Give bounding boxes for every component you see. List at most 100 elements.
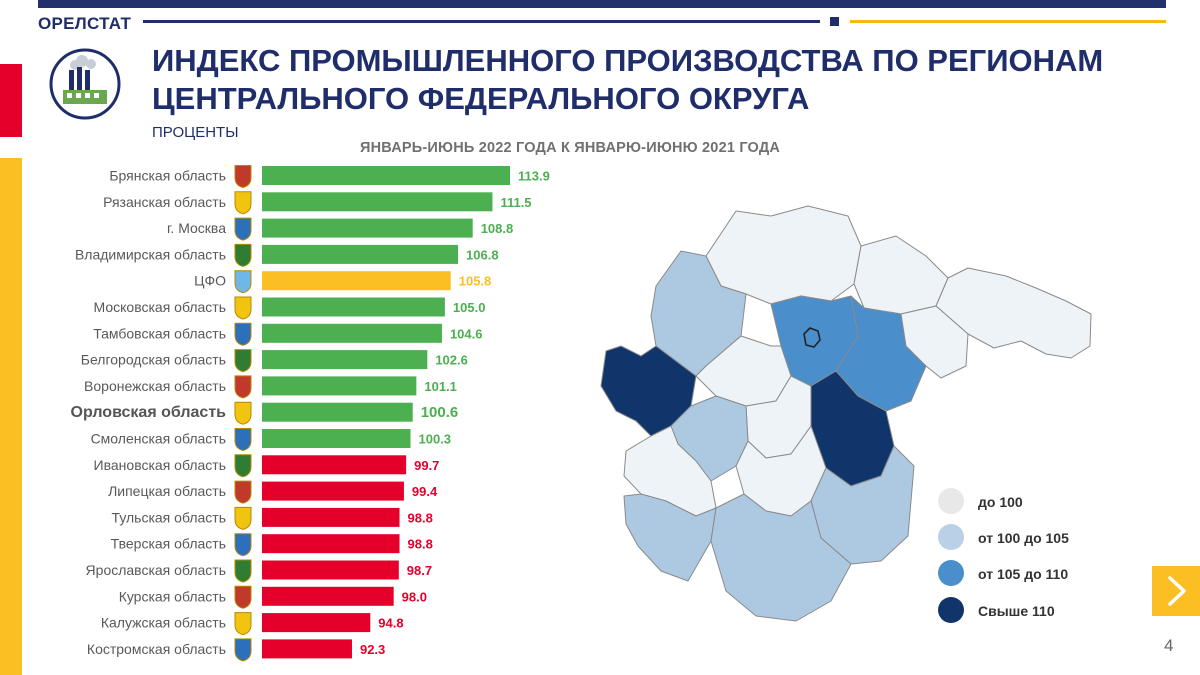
legend-swatch-upto-100 [938, 488, 964, 514]
coat-of-arms-icon-воронежская-область [234, 375, 252, 399]
bar-тверская-область [262, 534, 400, 554]
period-caption: ЯНВАРЬ-ИЮНЬ 2022 ГОДА К ЯНВАРЮ-ИЮНЮ 2021… [360, 140, 781, 156]
bar-калужская-область [262, 613, 371, 633]
category-label-ярославская-область: Ярославская область [86, 562, 226, 578]
map-region-kurskaya [623, 425, 717, 517]
coat-of-arms-icon-орловская-область [234, 401, 252, 425]
bar-рязанская-область [262, 192, 493, 212]
legend-label-over-110: Свыше 110 [978, 603, 1055, 619]
category-label-костромская-область: Костромская область [87, 641, 226, 657]
category-label-г-москва: г. Москва [167, 220, 226, 236]
bar-владимирская-область [262, 244, 459, 264]
value-label-ярославская-область: 98.7 [407, 563, 432, 578]
chevron-right-icon [1168, 576, 1186, 606]
top-frame-bar [38, 0, 1166, 8]
map-region-voronezhskaya [710, 493, 852, 622]
coat-of-arms-icon-московская-область [234, 296, 252, 320]
value-label-курская-область: 98.0 [402, 589, 427, 604]
bar-тамбовская-область [262, 323, 442, 343]
bar-липецкая-область [262, 481, 404, 501]
category-label-владимирская-область: Владимирская область [75, 246, 226, 262]
coat-of-arms-icon-владимирская-область [234, 243, 252, 267]
map-region-vladimirskaya [835, 295, 927, 412]
value-label-тверская-область: 98.8 [408, 537, 433, 552]
coat-of-arms-icon-тульская-область [234, 506, 252, 530]
category-label-калужская-область: Калужская область [101, 615, 226, 631]
bar-цфо [262, 271, 451, 291]
coat-of-arms-icon-тамбовская-область [234, 322, 252, 346]
coat-of-arms-icon-ивановская-область [234, 454, 252, 478]
bar-тульская-область [262, 507, 400, 527]
legend-label-100-105: от 100 до 105 [978, 530, 1069, 546]
slide-title: ИНДЕКС ПРОМЫШЛЕННОГО ПРОИЗВОДСТВА ПО РЕГ… [152, 42, 1103, 118]
value-label-белгородская-область: 102.6 [435, 353, 468, 368]
value-label-рязанская-область: 111.5 [500, 195, 531, 210]
category-label-липецкая-область: Липецкая область [108, 483, 226, 499]
legend-label-upto-100: до 100 [978, 494, 1023, 510]
value-label-московская-область: 105.0 [453, 300, 486, 315]
coat-of-arms-icon-брянская-область [234, 165, 252, 189]
category-label-курская-область: Курская область [119, 588, 226, 604]
map-region-kostromskaya [935, 267, 1092, 359]
slide-title-line-1: ИНДЕКС ПРОМЫШЛЕННОГО ПРОИЗВОДСТВА ПО РЕГ… [152, 43, 1104, 78]
value-label-брянская-область: 113.9 [518, 169, 550, 184]
bar-воронежская-область [262, 376, 417, 396]
side-accent-yellow [0, 158, 22, 675]
category-label-воронежская-область: Воронежская область [84, 378, 226, 394]
category-label-смоленская-область: Смоленская область [91, 431, 226, 447]
category-label-рязанская-область: Рязанская область [103, 194, 226, 210]
legend-swatch-105-110 [938, 560, 964, 586]
side-accent-red [0, 64, 22, 137]
category-label-ивановская-область: Ивановская область [94, 457, 226, 473]
header-rule [143, 20, 820, 23]
map-region-yaroslavskaya [853, 235, 949, 315]
header-rule-accent [850, 20, 1166, 23]
bar-орловская-область [262, 402, 413, 422]
bar-г-москва [262, 218, 473, 238]
map-region-ivanovskaya [900, 305, 969, 379]
legend-swatch-100-105 [938, 524, 964, 550]
bar-брянская-область [262, 166, 510, 185]
category-label-московская-область: Московская область [94, 299, 226, 315]
page-number: 4 [1164, 636, 1174, 655]
value-label-смоленская-область: 100.3 [419, 432, 452, 447]
value-label-костромская-область: 92.3 [360, 642, 385, 657]
value-label-цфо: 105.8 [459, 274, 492, 289]
coat-of-arms-icon-смоленская-область [234, 428, 252, 452]
category-label-цфо: ЦФО [194, 273, 226, 289]
value-label-орловская-область: 100.6 [421, 404, 459, 421]
coat-of-arms-icon-курская-область [234, 585, 252, 609]
category-label-орловская-область: Орловская область [71, 404, 227, 421]
next-slide-button[interactable] [1152, 566, 1200, 616]
coat-of-arms-icon-тверская-область [234, 533, 252, 557]
bar-chart: Брянская область 113.9 Рязанская область 11… [71, 165, 550, 662]
bar-ярославская-область [262, 560, 399, 580]
coat-of-arms-icon-ярославская-область [234, 559, 252, 583]
value-label-калужская-область: 94.8 [378, 616, 403, 631]
value-label-тульская-область: 98.8 [408, 510, 433, 525]
coat-of-arms-icon-цфо [234, 270, 252, 294]
category-label-тамбовская-область: Тамбовская область [93, 325, 226, 341]
bar-курская-область [262, 586, 394, 606]
coat-of-arms-icon-липецкая-область [234, 480, 252, 504]
category-label-тульская-область: Тульская область [112, 509, 226, 525]
category-label-тверская-область: Тверская область [111, 536, 226, 552]
map-region-moskva [803, 327, 821, 348]
value-label-ивановская-область: 99.7 [414, 458, 439, 473]
value-label-г-москва: 108.8 [481, 221, 514, 236]
factory-logo-icon [49, 48, 121, 120]
header-rule-square [830, 17, 839, 26]
value-label-тамбовская-область: 104.6 [450, 326, 483, 341]
bar-белгородская-область [262, 350, 428, 370]
category-label-брянская-область: Брянская область [109, 168, 226, 184]
coat-of-arms-icon-г-москва [234, 217, 252, 241]
bar-московская-область [262, 297, 445, 317]
bar-ивановская-область [262, 455, 407, 475]
category-label-белгородская-область: Белгородская область [81, 352, 226, 368]
region-choropleth-map [600, 205, 1092, 622]
value-label-воронежская-область: 101.1 [424, 379, 457, 394]
coat-of-arms-icon-рязанская-область [234, 191, 252, 215]
value-label-владимирская-область: 106.8 [466, 247, 499, 262]
units-label: ПРОЦЕНТЫ [152, 124, 239, 141]
bar-смоленская-область [262, 429, 411, 448]
